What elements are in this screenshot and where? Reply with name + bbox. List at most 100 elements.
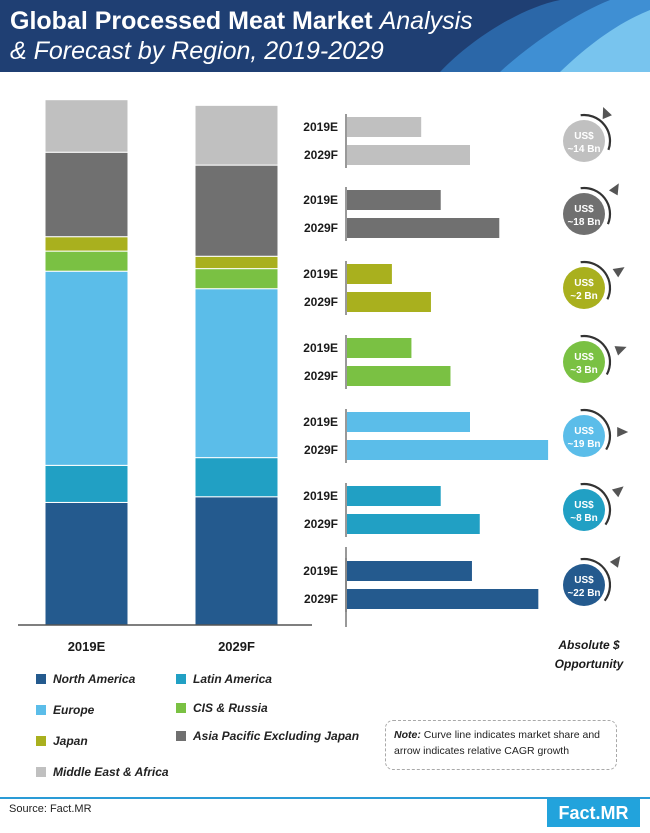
header-decoration xyxy=(440,0,650,72)
legend-swatch xyxy=(176,674,186,684)
hbar-year-label: 2019E xyxy=(303,267,338,281)
legend-label: North America xyxy=(53,672,136,686)
opportunity-currency: US$ xyxy=(574,426,594,437)
market-share-curve xyxy=(580,113,612,151)
legend-item-mea: Middle East & Africa xyxy=(36,765,169,779)
hbar-year-label: 2029F xyxy=(304,369,338,383)
hbar xyxy=(347,145,470,165)
hbar xyxy=(347,561,472,581)
hbar-year-label: 2019E xyxy=(303,120,338,134)
stack-segment xyxy=(44,99,129,153)
stack-segment xyxy=(44,250,129,272)
cagr-arrow xyxy=(617,427,629,437)
stack-segment xyxy=(194,268,279,290)
opportunity-value: ~3 Bn xyxy=(570,365,598,376)
hbar-year-label: 2019E xyxy=(303,341,338,355)
opportunity-title-line2: Opportunity xyxy=(555,657,625,671)
market-share-curve xyxy=(580,557,612,602)
opportunity-badge: US$ ~18 Bn xyxy=(563,183,619,235)
opportunity-badge: US$ ~14 Bn xyxy=(563,107,612,162)
note-text: Curve line indicates market share and ar… xyxy=(394,729,601,757)
opportunity-value: ~8 Bn xyxy=(570,513,598,524)
x-tick-label: 2019E xyxy=(68,639,106,654)
hbar xyxy=(347,338,412,358)
cagr-arrow xyxy=(608,183,619,196)
opportunity-circle xyxy=(563,564,605,606)
hbar xyxy=(347,218,500,238)
opportunity-currency: US$ xyxy=(574,575,594,586)
legend-swatch xyxy=(36,736,46,746)
hbar xyxy=(347,366,451,386)
legend-label: Japan xyxy=(53,734,88,748)
stack-segment xyxy=(44,270,129,466)
hbar-year-label: 2029F xyxy=(304,443,338,457)
hbar xyxy=(347,486,441,506)
legend-swatch xyxy=(36,674,46,684)
legend-label: CIS & Russia xyxy=(193,701,268,715)
market-share-curve xyxy=(580,482,612,526)
legend: North America Latin America Europe CIS &… xyxy=(0,664,380,784)
stack-segment xyxy=(194,164,279,257)
hbar-year-label: 2029F xyxy=(304,517,338,531)
footer-divider xyxy=(0,797,650,799)
market-share-curve xyxy=(580,408,612,451)
hbar-year-label: 2029F xyxy=(304,148,338,162)
title-bold: Global Processed Meat Market xyxy=(10,7,373,35)
legend-label: Latin America xyxy=(193,672,272,686)
title-italic-2: & Forecast by Region, 2019-2029 xyxy=(10,37,384,65)
legend-item-japan: Japan xyxy=(36,734,88,748)
stack-segment xyxy=(194,496,279,626)
page-title: Global Processed Meat Market Analysis & … xyxy=(10,6,530,66)
hbar xyxy=(347,292,431,312)
stack-segment xyxy=(44,464,129,503)
legend-swatch xyxy=(36,705,46,715)
opportunity-title-line1: Absolute $ xyxy=(557,638,620,652)
opportunity-currency: US$ xyxy=(574,352,594,363)
legend-swatch xyxy=(176,731,186,741)
hbar xyxy=(347,264,392,284)
hbar-year-label: 2019E xyxy=(303,415,338,429)
x-tick-label: 2029F xyxy=(218,639,255,654)
title-italic-1: Analysis xyxy=(379,7,473,35)
cagr-arrow xyxy=(611,486,624,498)
legend-label: Asia Pacific Excluding Japan xyxy=(193,729,360,743)
legend-item-north-america: North America xyxy=(36,672,135,686)
hbar xyxy=(347,412,470,432)
opportunity-badge: US$ ~8 Bn xyxy=(563,482,624,531)
opportunity-badge: US$ ~3 Bn xyxy=(563,334,627,383)
stack-segment xyxy=(44,501,129,626)
note-box: Note: Curve line indicates market share … xyxy=(385,720,617,770)
opportunity-badge: US$ ~2 Bn xyxy=(563,260,625,309)
stack-segment xyxy=(194,288,279,459)
hbar-year-label: 2029F xyxy=(304,221,338,235)
horizontal-bar-chart: 2019E 2029F 2019E 2029F 2019E 2029F 2019E 2029F… xyxy=(303,114,549,627)
cagr-arrow xyxy=(614,346,627,356)
header-banner: Global Processed Meat Market Analysis & … xyxy=(0,0,650,72)
stack-segment xyxy=(44,151,129,238)
opportunity-currency: US$ xyxy=(574,204,594,215)
opportunity-currency: US$ xyxy=(574,131,594,142)
hbar xyxy=(347,514,480,534)
legend-item-apej: Asia Pacific Excluding Japan xyxy=(176,729,359,743)
market-share-curve xyxy=(580,334,612,375)
opportunity-badge: US$ ~22 Bn xyxy=(563,555,621,606)
opportunity-circle xyxy=(563,415,605,457)
opportunity-circle xyxy=(563,193,605,235)
legend-label: Middle East & Africa xyxy=(53,765,169,779)
hbar-year-label: 2029F xyxy=(304,295,338,309)
cagr-arrow xyxy=(612,267,625,278)
opportunity-currency: US$ xyxy=(574,500,594,511)
stack-segment xyxy=(44,236,129,252)
factmr-logo: Fact.MR xyxy=(547,799,640,827)
hbar xyxy=(347,117,422,137)
cagr-arrow xyxy=(609,555,621,568)
stack-segment xyxy=(194,457,279,498)
opportunity-value: ~19 Bn xyxy=(567,439,600,450)
cagr-arrow xyxy=(602,107,612,120)
opportunity-circle xyxy=(563,120,605,162)
note-label: Note: xyxy=(394,729,421,741)
legend-swatch xyxy=(36,767,46,777)
stack-segment xyxy=(194,104,279,166)
opportunity-value: ~14 Bn xyxy=(567,144,600,155)
legend-item-latin-america: Latin America xyxy=(176,672,272,686)
